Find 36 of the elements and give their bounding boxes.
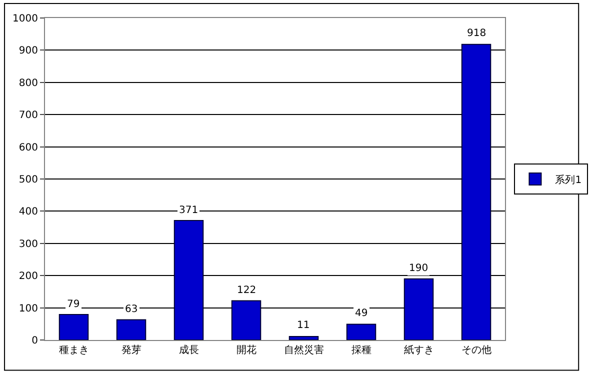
data-label: 371 <box>179 205 198 216</box>
bar <box>346 324 376 340</box>
bar <box>404 278 434 340</box>
y-tick-label: 100 <box>18 303 38 314</box>
x-tick-label: その他 <box>461 344 492 356</box>
y-tick-label: 800 <box>18 78 38 89</box>
data-label: 11 <box>297 320 310 331</box>
data-label: 49 <box>355 308 368 319</box>
y-tick-label: 700 <box>18 110 38 122</box>
y-tick-label: 600 <box>18 142 38 154</box>
x-tick-label: 発芽 <box>121 344 142 356</box>
x-tick-label: 紙すき <box>404 344 434 356</box>
y-tick-label: 300 <box>18 238 38 250</box>
y-tick-label: 1000 <box>12 14 38 24</box>
data-label: 122 <box>237 285 256 296</box>
data-label: 79 <box>67 299 80 310</box>
bar <box>174 220 204 340</box>
y-tick-label: 400 <box>18 206 38 218</box>
bar <box>231 300 262 340</box>
bar <box>116 319 146 340</box>
x-tick-label: 自然災害 <box>284 344 324 356</box>
data-label: 190 <box>409 263 428 274</box>
y-tick-label: 200 <box>18 271 38 282</box>
y-tick-label: 900 <box>18 46 38 57</box>
legend-label: 系列1 <box>555 174 582 186</box>
data-label: 918 <box>467 28 486 39</box>
bar <box>288 336 319 340</box>
x-tick-label: 種まき <box>58 345 89 356</box>
x-tick-label: 採種 <box>351 344 372 356</box>
y-tick-label: 0 <box>32 336 38 346</box>
bar <box>461 44 492 340</box>
x-tick-label: 成長 <box>178 344 199 356</box>
y-tick-label: 500 <box>18 174 38 186</box>
x-tick-label: 開花 <box>236 344 256 356</box>
data-label: 63 <box>125 304 138 315</box>
bar <box>58 314 89 340</box>
